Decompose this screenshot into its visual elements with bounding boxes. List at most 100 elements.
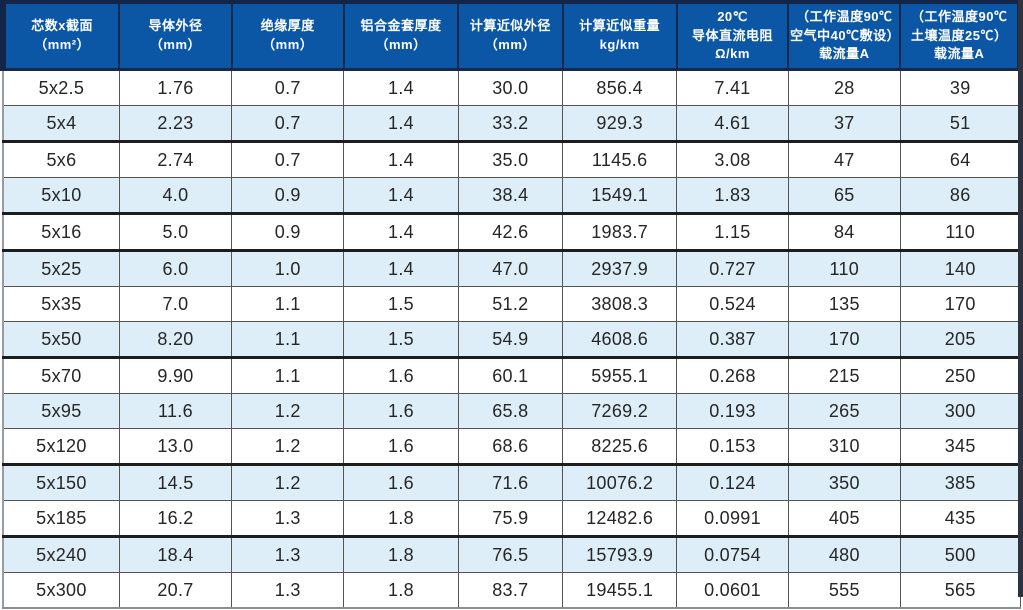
table-cell: 5x120 (1, 428, 120, 465)
column-header-conductor-od: 导体外径 （mm） (118, 4, 233, 71)
table-cell: 135 (787, 286, 901, 322)
table-cell: 7.41 (676, 69, 789, 106)
table-cell: 13.0 (118, 428, 233, 465)
column-header-line: 绝缘厚度 (260, 18, 315, 34)
table-cell: 30.0 (457, 69, 564, 106)
table-header: 芯数x截面 （mm²） 导体外径 （mm） 绝缘厚度 （mm） 铝合金套厚度 （mm） 计算近似… (0, 4, 1023, 71)
table-row: 5x10 4.0 0.9 1.4 38.4 1549.1 1.83 65 86 (1, 177, 1021, 214)
table-cell: 0.0754 (676, 535, 789, 573)
table-cell: 0.0601 (676, 572, 789, 609)
table-cell: 170 (787, 321, 901, 358)
column-header-line: Ω/km (715, 46, 750, 62)
table-row: 5x300 20.7 1.3 1.8 83.7 19455.1 0.0601 555 565 (1, 572, 1021, 609)
table-cell: 1.4 (343, 140, 459, 178)
table-row: 5x185 16.2 1.3 1.8 75.9 12482.6 0.0991 405 435 (1, 500, 1021, 537)
table-cell: 5x35 (1, 286, 120, 322)
table-cell: 1983.7 (562, 212, 678, 251)
table-cell: 215 (787, 356, 901, 394)
table-cell: 265 (787, 393, 901, 429)
column-header-line: （mm） (149, 37, 202, 52)
column-header-line: kg/km (599, 37, 640, 52)
table-cell: 929.3 (562, 105, 678, 142)
table-cell: 0.0991 (676, 500, 789, 537)
table-cell: 60.1 (457, 356, 564, 394)
table-cell: 1.15 (676, 212, 789, 251)
table-cell: 5x25 (1, 249, 120, 287)
column-header-line: （工作温度90℃ (910, 8, 1008, 24)
table-cell: 5x2.5 (1, 69, 120, 106)
table-cell: 170 (899, 286, 1021, 322)
table-cell: 39 (899, 69, 1021, 106)
table-cell: 1.8 (343, 572, 459, 609)
table-cell: 0.7 (231, 69, 345, 106)
table-cell: 1.6 (343, 393, 459, 429)
table-cell: 12482.6 (562, 500, 678, 537)
column-header-ampacity-soil: （工作温度90℃ 土壤温度25℃） 载流量A (899, 4, 1023, 71)
table-cell: 1.8 (343, 500, 459, 537)
table-cell: 68.6 (457, 428, 564, 465)
table-cell: 20.7 (118, 572, 233, 609)
table-cell: 1.5 (343, 286, 459, 322)
table-cell: 0.153 (676, 428, 789, 465)
table-cell: 8225.6 (562, 428, 678, 465)
table-cell: 480 (787, 535, 901, 573)
column-header-dc-resistance: 20℃ 导体直流电阻 Ω/km (675, 4, 790, 71)
table-cell: 18.4 (118, 535, 233, 573)
table-cell: 28 (787, 69, 901, 106)
table-cell: 19455.1 (562, 572, 678, 609)
table-cell: 1.83 (676, 177, 789, 214)
table-cell: 5x95 (1, 393, 120, 429)
table-cell: 250 (899, 356, 1021, 394)
table-cell: 555 (787, 572, 901, 609)
table-cell: 5x6 (1, 140, 120, 178)
table-cell: 5x300 (1, 572, 120, 609)
table-cell: 0.124 (676, 463, 789, 501)
table-cell: 5x10 (1, 177, 120, 214)
column-header-approx-od: 计算近似外径 （mm） (457, 4, 564, 71)
table-cell: 0.9 (231, 177, 345, 214)
column-header-approx-weight: 计算近似重量 kg/km (561, 4, 678, 71)
table-cell: 350 (787, 463, 901, 501)
table-cell: 71.6 (457, 463, 564, 501)
table-cell: 47.0 (457, 249, 564, 287)
table-cell: 86 (899, 177, 1021, 214)
table-cell: 3.08 (676, 140, 789, 178)
table-cell: 1.6 (343, 428, 459, 465)
table-body: 5x2.5 1.76 0.7 1.4 30.0 856.4 7.41 28 39 5x4 2.23 0… (1, 69, 1021, 609)
table-cell: 5.0 (118, 212, 233, 251)
table-cell: 5x16 (1, 212, 120, 251)
column-header-line: （工作温度90℃ (796, 8, 893, 24)
column-header-line: 铝合金套厚度 (360, 18, 442, 34)
table-row: 5x120 13.0 1.2 1.6 68.6 8225.6 0.153 310 345 (1, 428, 1021, 465)
column-header-line: （mm） (262, 37, 314, 52)
column-header-alloy-sheath-thk: 铝合金套厚度 （mm） (342, 4, 460, 71)
table-cell: 8.20 (118, 321, 233, 358)
table-cell: 0.7 (231, 105, 345, 142)
column-header-line: 计算近似重量 (579, 18, 661, 34)
table-cell: 5955.1 (562, 356, 678, 394)
table-cell: 1.6 (343, 356, 459, 394)
table-cell: 345 (899, 428, 1021, 465)
table-row: 5x150 14.5 1.2 1.6 71.6 10076.2 0.124 350 385 (1, 463, 1021, 501)
column-header-line: （mm²） (34, 37, 91, 52)
column-header-line: 土壤温度25℃） (910, 27, 1008, 43)
table-cell: 5x185 (1, 500, 120, 537)
table-cell: 1.6 (343, 463, 459, 501)
table-cell: 1.76 (118, 69, 233, 106)
column-header-insulation-thk: 绝缘厚度 （mm） (230, 4, 345, 71)
cable-spec-table: 芯数x截面 （mm²） 导体外径 （mm） 绝缘厚度 （mm） 铝合金套厚度 （mm） 计算近似… (0, 4, 1023, 609)
table-cell: 0.9 (231, 212, 345, 251)
table-cell: 1.4 (343, 249, 459, 287)
table-cell: 51 (899, 105, 1021, 142)
table-cell: 405 (787, 500, 901, 537)
table-cell: 0.387 (676, 321, 789, 358)
column-header-core-size: 芯数x截面 （mm²） (0, 4, 121, 71)
column-header-line: 导体直流电阻 (691, 27, 773, 43)
table-cell: 0.268 (676, 356, 789, 394)
table-cell: 2.23 (118, 105, 233, 142)
table-row: 5x70 9.90 1.1 1.6 60.1 5955.1 0.268 215 250 (1, 356, 1021, 394)
table-cell: 1.8 (343, 535, 459, 573)
table-row: 5x240 18.4 1.3 1.8 76.5 15793.9 0.0754 480 500 (1, 535, 1021, 573)
table-row: 5x4 2.23 0.7 1.4 33.2 929.3 4.61 37 51 (1, 105, 1021, 142)
